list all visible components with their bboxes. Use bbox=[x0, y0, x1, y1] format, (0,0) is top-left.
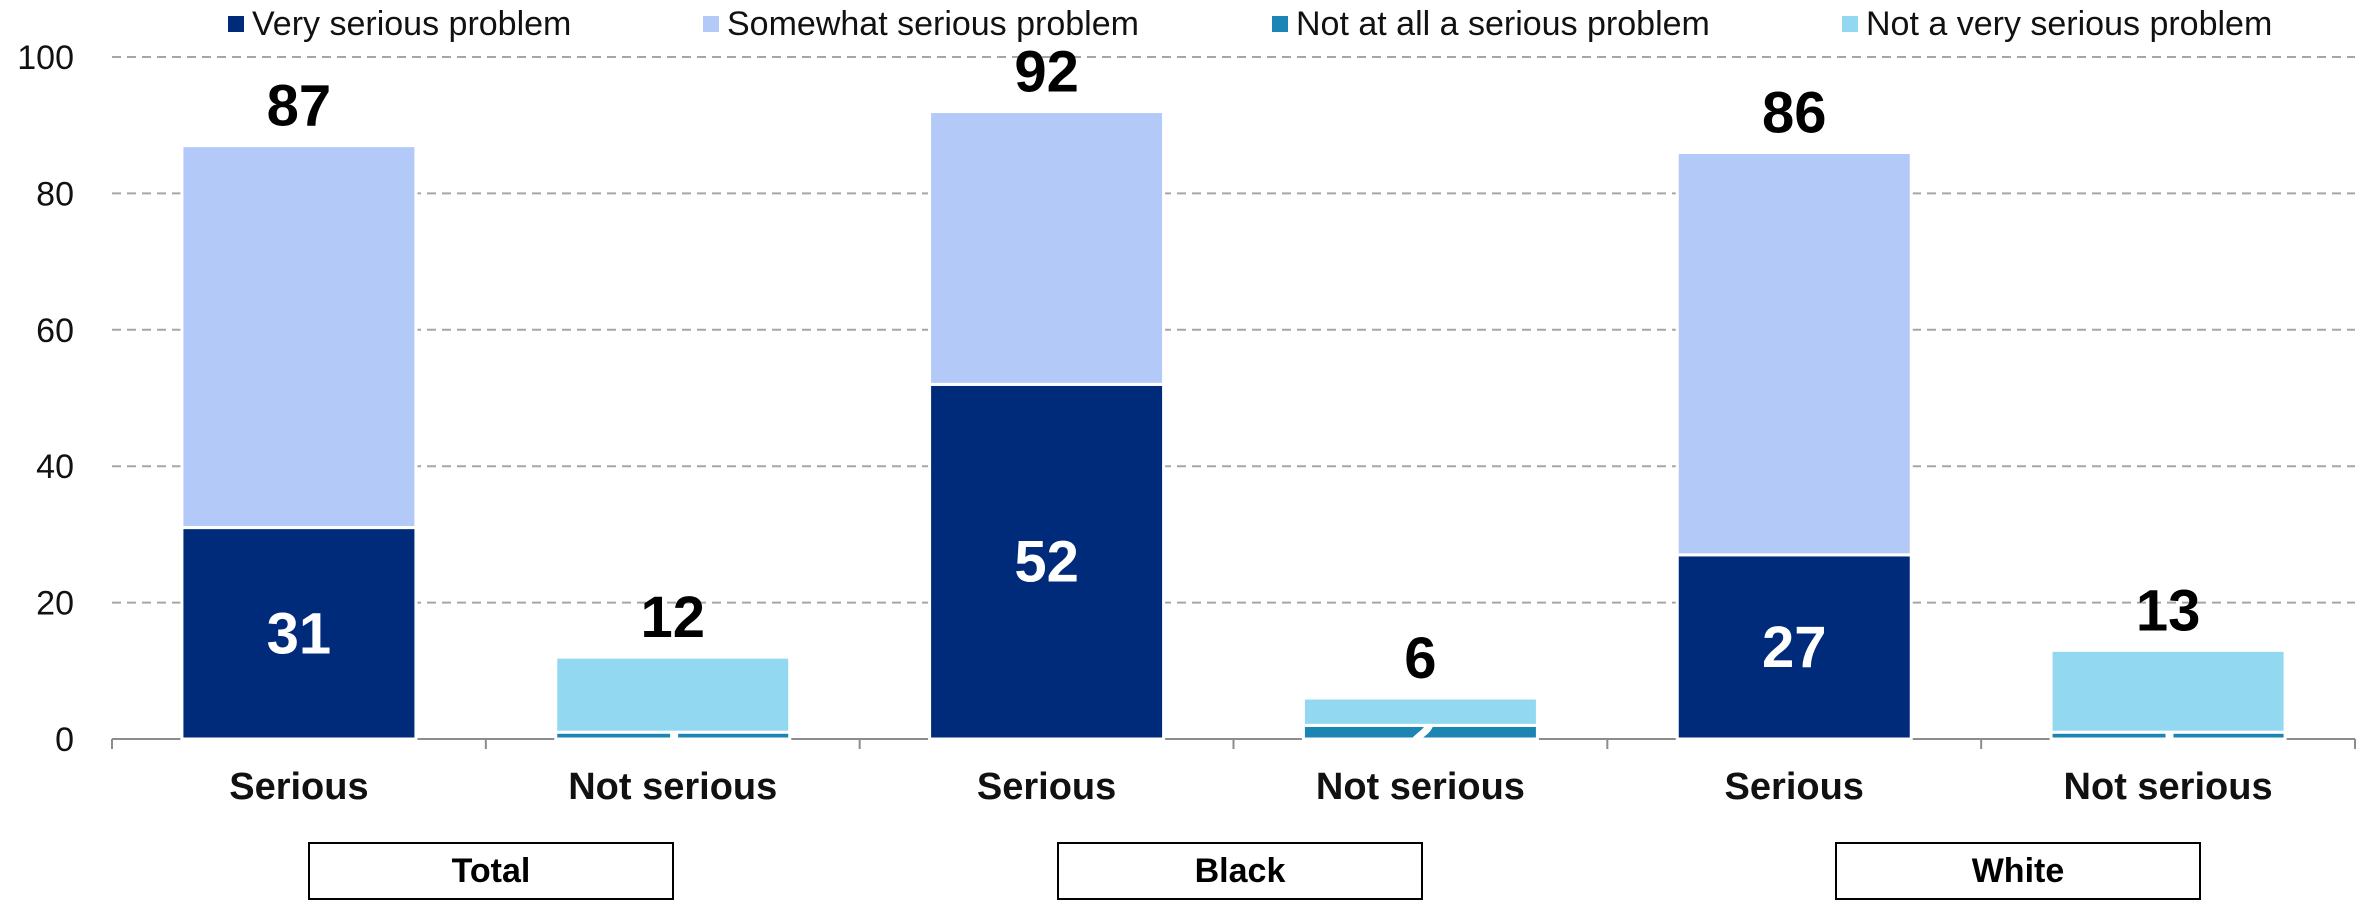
group-label-white: White bbox=[1835, 842, 2201, 900]
bar-segment-4-0 bbox=[1675, 553, 1913, 741]
bar-total-label-4: 86 bbox=[1762, 80, 1827, 145]
group-label-black-text: Black bbox=[1194, 851, 1286, 890]
x-category-label-5: Not serious bbox=[2064, 766, 2273, 808]
group-label-total-text: Total bbox=[451, 851, 531, 890]
group-label-white-text: White bbox=[1971, 851, 2065, 890]
legend-swatch-not-very-serious bbox=[1842, 16, 1858, 32]
y-tick-label-0: 0 bbox=[55, 721, 74, 759]
x-category-label-3: Not serious bbox=[1316, 766, 1525, 808]
legend-label-not-at-all-serious: Not at all a serious problem bbox=[1296, 4, 1710, 43]
bar-segment-2-1 bbox=[928, 110, 1166, 386]
legend-swatch-somewhat-serious bbox=[703, 16, 719, 32]
x-category-label-2: Serious bbox=[977, 766, 1116, 808]
y-tick-label-40: 40 bbox=[36, 448, 74, 486]
legend-item-not-at-all-serious: Not at all a serious problem bbox=[1272, 2, 1710, 46]
y-tick-label-60: 60 bbox=[36, 312, 74, 350]
legend-item-somewhat-serious: Somewhat serious problem bbox=[703, 2, 1139, 46]
legend-label-not-very-serious: Not a very serious problem bbox=[1866, 4, 2273, 43]
legend-label-somewhat-serious: Somewhat serious problem bbox=[727, 4, 1139, 43]
legend-item-very-serious: Very serious problem bbox=[228, 2, 571, 46]
group-label-total: Total bbox=[308, 842, 674, 900]
x-category-label-1: Not serious bbox=[568, 766, 777, 808]
x-category-label-4: Serious bbox=[1725, 766, 1864, 808]
bar-total-label-5: 13 bbox=[2136, 578, 2201, 643]
bar-value-label-4-0: 27 bbox=[1762, 615, 1827, 680]
chart-legend: Very serious problem Somewhat serious pr… bbox=[0, 2, 2367, 46]
legend-swatch-very-serious bbox=[228, 16, 244, 32]
legend-swatch-not-at-all-serious bbox=[1272, 16, 1288, 32]
bar-total-label-3: 6 bbox=[1404, 626, 1436, 691]
bar-value-label-0-0: 31 bbox=[267, 601, 332, 666]
legend-label-very-serious: Very serious problem bbox=[252, 4, 572, 43]
y-tick-label-80: 80 bbox=[36, 175, 74, 213]
y-tick-label-20: 20 bbox=[36, 585, 74, 623]
bar-total-label-0: 87 bbox=[267, 74, 332, 139]
x-category-label-0: Serious bbox=[229, 766, 368, 808]
group-label-black: Black bbox=[1057, 842, 1423, 900]
bar-value-label-2-0: 52 bbox=[1014, 530, 1079, 595]
legend-item-not-very-serious: Not a very serious problem bbox=[1842, 2, 2272, 46]
bar-total-label-1: 12 bbox=[640, 585, 705, 650]
bar-segment-3-3 bbox=[1301, 696, 1539, 727]
bar-segment-1-3 bbox=[554, 655, 792, 734]
bar-segment-0-1 bbox=[180, 144, 418, 530]
bar-segment-2-0 bbox=[928, 382, 1166, 741]
bar-total-label-2: 92 bbox=[1014, 40, 1079, 105]
bar-segment-4-1 bbox=[1675, 150, 1913, 557]
y-tick-label-100: 100 bbox=[17, 39, 74, 77]
bar-segment-5-3 bbox=[2049, 648, 2287, 734]
